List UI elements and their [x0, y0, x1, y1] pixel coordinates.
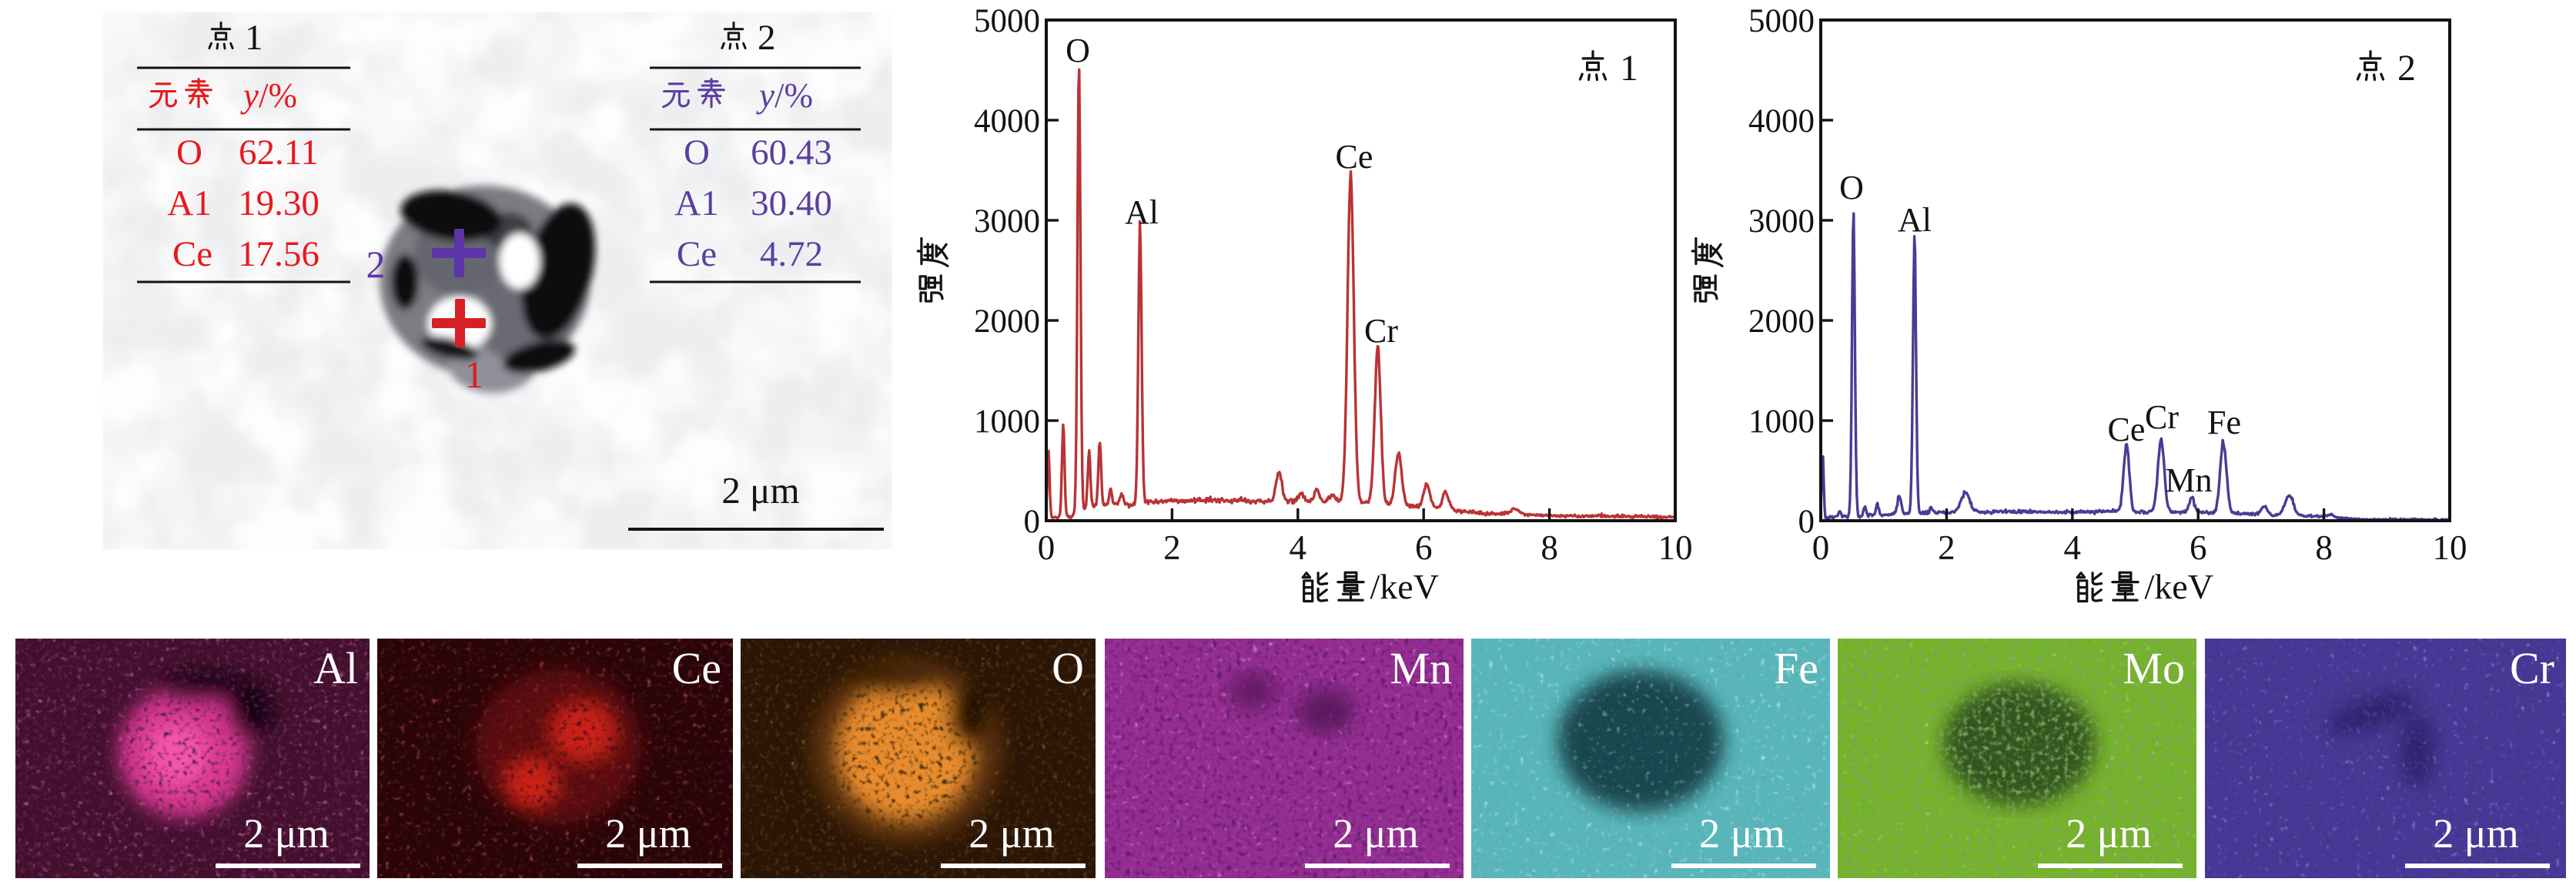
svg-text:Cr: Cr — [1364, 312, 1398, 350]
svg-text:2 μm: 2 μm — [2066, 810, 2151, 857]
svg-text:O: O — [1052, 643, 1084, 693]
svg-text:2 μm: 2 μm — [1333, 810, 1418, 857]
svg-text:17.56: 17.56 — [238, 234, 319, 274]
svg-text:2: 2 — [1163, 528, 1181, 567]
svg-text:2 μm: 2 μm — [605, 810, 691, 857]
svg-text:Cr: Cr — [2510, 643, 2554, 693]
svg-text:O: O — [176, 132, 202, 173]
svg-text:Mo: Mo — [2123, 643, 2185, 693]
svg-text:Mn: Mn — [2165, 461, 2212, 499]
svg-text:O: O — [1066, 32, 1090, 69]
svg-text:3000: 3000 — [1748, 203, 1815, 240]
svg-text:2000: 2000 — [1748, 304, 1815, 340]
svg-text:y/%: y/% — [756, 76, 813, 115]
svg-text:Mn: Mn — [1390, 643, 1452, 693]
svg-text:2: 2 — [758, 18, 776, 58]
svg-text:/keV: /keV — [1370, 567, 1439, 606]
svg-text:0: 0 — [1024, 504, 1041, 540]
svg-text:2: 2 — [2397, 48, 2416, 89]
svg-text:Al: Al — [1898, 201, 1932, 239]
svg-text:y/%: y/% — [240, 76, 297, 115]
svg-text:Fe: Fe — [1774, 643, 1818, 693]
svg-text:5000: 5000 — [974, 3, 1040, 39]
svg-text:2 μm: 2 μm — [1699, 810, 1785, 857]
svg-text:1000: 1000 — [1748, 404, 1815, 440]
svg-text:2 μm: 2 μm — [721, 469, 799, 511]
svg-text:/keV: /keV — [2145, 567, 2213, 606]
svg-text:6: 6 — [2190, 528, 2207, 567]
svg-text:Ce: Ce — [672, 643, 721, 693]
svg-text:Al: Al — [1125, 193, 1159, 231]
svg-text:Ce: Ce — [172, 234, 212, 274]
svg-text:1: 1 — [1620, 48, 1638, 89]
svg-text:A1: A1 — [674, 183, 718, 223]
svg-text:8: 8 — [2315, 528, 2333, 567]
svg-text:10: 10 — [2433, 528, 2467, 567]
svg-text:2: 2 — [366, 243, 386, 286]
svg-text:0: 0 — [1812, 528, 1830, 567]
svg-text:2000: 2000 — [974, 304, 1040, 340]
svg-text:4000: 4000 — [974, 103, 1040, 139]
svg-text:1000: 1000 — [974, 404, 1040, 440]
svg-text:2 μm: 2 μm — [2433, 810, 2518, 857]
svg-text:8: 8 — [1541, 528, 1558, 567]
svg-text:6: 6 — [1415, 528, 1433, 567]
svg-text:30.40: 30.40 — [751, 183, 832, 223]
svg-text:5000: 5000 — [1748, 3, 1815, 39]
svg-text:Al: Al — [313, 643, 358, 693]
svg-text:1: 1 — [245, 18, 263, 58]
svg-text:Ce: Ce — [677, 234, 717, 274]
svg-text:A1: A1 — [167, 183, 211, 223]
svg-text:4000: 4000 — [1748, 103, 1815, 139]
svg-text:Ce: Ce — [1336, 138, 1373, 176]
svg-text:4: 4 — [2064, 528, 2082, 567]
svg-text:O: O — [684, 132, 710, 173]
svg-text:62.11: 62.11 — [239, 132, 319, 173]
svg-text:2: 2 — [1938, 528, 1955, 567]
svg-text:O: O — [1839, 169, 1864, 206]
svg-text:4: 4 — [1290, 528, 1307, 567]
svg-text:2 μm: 2 μm — [243, 810, 329, 857]
svg-text:3000: 3000 — [974, 203, 1040, 240]
svg-text:Cr: Cr — [2145, 398, 2179, 436]
svg-text:10: 10 — [1658, 528, 1693, 567]
svg-text:2 μm: 2 μm — [969, 810, 1054, 857]
svg-text:1: 1 — [465, 353, 484, 396]
svg-text:Fe: Fe — [2207, 404, 2241, 441]
svg-text:4.72: 4.72 — [760, 234, 823, 274]
svg-text:0: 0 — [1798, 504, 1815, 540]
svg-text:Ce: Ce — [2108, 411, 2146, 448]
svg-text:0: 0 — [1038, 528, 1055, 567]
svg-text:60.43: 60.43 — [751, 132, 832, 173]
svg-text:19.30: 19.30 — [238, 183, 319, 223]
